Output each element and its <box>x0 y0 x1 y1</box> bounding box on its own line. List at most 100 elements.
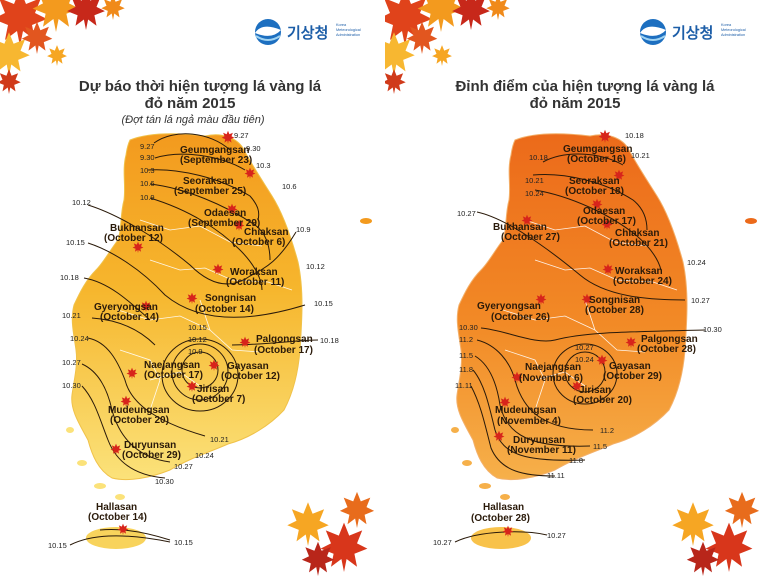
svg-text:11.8: 11.8 <box>459 365 473 374</box>
svg-text:10.18: 10.18 <box>625 131 644 140</box>
svg-text:10.15: 10.15 <box>314 299 333 308</box>
map-title: Dự báo thời hiện tượng lá vàng lá <box>79 78 322 95</box>
svg-text:(November 11): (November 11) <box>507 445 576 456</box>
svg-text:(October 24): (October 24) <box>613 276 672 287</box>
svg-text:Hallasan: Hallasan <box>96 502 137 513</box>
svg-text:Hallasan: Hallasan <box>483 502 524 513</box>
svg-text:10.24: 10.24 <box>70 334 89 343</box>
svg-text:기상청: 기상청 <box>287 24 328 42</box>
svg-text:(October 29): (October 29) <box>122 450 181 461</box>
svg-text:10.9: 10.9 <box>188 347 203 356</box>
svg-text:Palgongsan: Palgongsan <box>256 334 313 345</box>
svg-text:10.3: 10.3 <box>140 166 155 175</box>
svg-text:Bukhansan: Bukhansan <box>110 223 164 234</box>
svg-text:Odaesan: Odaesan <box>204 208 246 219</box>
svg-text:10.21: 10.21 <box>525 176 544 185</box>
svg-text:10.27: 10.27 <box>457 209 476 218</box>
svg-text:(November 4): (November 4) <box>497 416 561 427</box>
svg-text:(October 17): (October 17) <box>144 370 203 381</box>
svg-text:10.12: 10.12 <box>72 198 91 207</box>
svg-text:(September 25): (September 25) <box>174 186 246 197</box>
svg-text:10.30: 10.30 <box>459 323 478 332</box>
svg-text:10.15: 10.15 <box>174 538 193 547</box>
svg-text:(October 14): (October 14) <box>100 312 159 323</box>
svg-text:(October 14): (October 14) <box>195 304 254 315</box>
svg-text:10.27: 10.27 <box>174 462 193 471</box>
svg-text:10.12: 10.12 <box>306 262 325 271</box>
location-labels: Geumgangsan (September 23) Seoraksan (Se… <box>88 145 313 523</box>
maple-leaves-decoration-bottom <box>287 491 375 576</box>
svg-text:(September 23): (September 23) <box>180 155 252 166</box>
svg-text:Bukhansan: Bukhansan <box>493 222 547 233</box>
svg-text:(October 27): (October 27) <box>501 232 560 243</box>
svg-text:Palgongsan: Palgongsan <box>641 334 698 345</box>
svg-text:Meteorological: Meteorological <box>336 28 361 32</box>
svg-text:Gayasan: Gayasan <box>609 361 651 372</box>
isoline-labels: 9.27 9.27 9.30 9.30 10.3 10.3 10.6 10.6 … <box>48 131 339 550</box>
svg-text:(October 28): (October 28) <box>471 513 530 524</box>
svg-text:10.21: 10.21 <box>62 311 81 320</box>
svg-text:9.30: 9.30 <box>140 153 155 162</box>
svg-text:10.30: 10.30 <box>703 325 722 334</box>
svg-text:Gyeryongsan: Gyeryongsan <box>477 301 541 312</box>
svg-text:Chiaksan: Chiaksan <box>615 228 659 239</box>
svg-text:(October 14): (October 14) <box>88 512 147 523</box>
map-title: Đỉnh điểm của hiện tượng lá vàng lá <box>455 78 715 95</box>
svg-text:10.9: 10.9 <box>296 225 311 234</box>
map-title-line2: đỏ năm 2015 <box>530 95 621 112</box>
svg-text:기상청: 기상청 <box>672 24 713 42</box>
svg-text:10.18: 10.18 <box>320 336 339 345</box>
svg-text:(October 28): (October 28) <box>585 305 644 316</box>
svg-text:(October 20): (October 20) <box>110 415 169 426</box>
svg-text:10.21: 10.21 <box>210 435 229 444</box>
svg-text:9.30: 9.30 <box>246 144 261 153</box>
svg-text:(October 7): (October 7) <box>192 394 245 405</box>
svg-text:Seoraksan: Seoraksan <box>569 176 620 187</box>
svg-text:10.6: 10.6 <box>140 179 155 188</box>
svg-text:Geumgangsan: Geumgangsan <box>180 145 249 156</box>
svg-text:10.18: 10.18 <box>60 273 79 282</box>
svg-text:11.8: 11.8 <box>569 456 583 465</box>
svg-text:Duryunsan: Duryunsan <box>124 440 176 451</box>
map-subtitle: (Đợt tán lá ngả màu đầu tiên) <box>121 114 264 126</box>
svg-text:10.15: 10.15 <box>188 323 207 332</box>
svg-text:11.5: 11.5 <box>593 442 607 451</box>
svg-text:10.6: 10.6 <box>282 182 297 191</box>
svg-text:11.2: 11.2 <box>600 426 614 435</box>
kma-logo: 기상청 Korea Meteorological Administration <box>640 19 746 45</box>
svg-text:(October 12): (October 12) <box>104 233 163 244</box>
korea-map <box>66 133 372 549</box>
forecast-map-panel: 기상청 Korea Meteorological Administration … <box>0 0 375 576</box>
svg-text:(October 28): (October 28) <box>637 344 696 355</box>
svg-text:Korea: Korea <box>721 23 732 27</box>
svg-text:9.27: 9.27 <box>140 142 155 151</box>
svg-text:(October 12): (October 12) <box>221 371 280 382</box>
svg-text:Seoraksan: Seoraksan <box>183 176 234 187</box>
svg-text:Woraksan: Woraksan <box>230 267 278 278</box>
svg-text:11.2: 11.2 <box>459 335 473 344</box>
svg-text:Geumgangsan: Geumgangsan <box>563 144 632 155</box>
svg-text:10.27: 10.27 <box>62 358 81 367</box>
svg-text:Administration: Administration <box>336 33 360 37</box>
svg-text:Korea: Korea <box>336 23 347 27</box>
svg-text:Chiaksan: Chiaksan <box>244 227 288 238</box>
isoline-labels: 10.18 10.18 10.21 10.21 10.24 10.24 10.2… <box>433 131 722 547</box>
svg-text:10.27: 10.27 <box>547 531 566 540</box>
kma-logo: 기상청 Korea Meteorological Administration <box>255 19 361 45</box>
svg-text:10.24: 10.24 <box>195 451 214 460</box>
svg-text:(October 16): (October 16) <box>567 154 626 165</box>
svg-text:(October 17): (October 17) <box>254 345 313 356</box>
svg-text:Songnisan: Songnisan <box>205 293 256 304</box>
svg-text:(October 17): (October 17) <box>577 216 636 227</box>
svg-text:10.27: 10.27 <box>575 343 594 352</box>
svg-text:10.18: 10.18 <box>529 153 548 162</box>
svg-text:Jirisan: Jirisan <box>579 385 611 396</box>
svg-text:10.30: 10.30 <box>62 381 81 390</box>
svg-text:9.27: 9.27 <box>234 131 249 140</box>
svg-text:10.24: 10.24 <box>687 258 706 267</box>
svg-text:Naejangsan: Naejangsan <box>525 362 581 373</box>
svg-text:10.9: 10.9 <box>140 193 155 202</box>
svg-text:10.27: 10.27 <box>691 296 710 305</box>
svg-text:Duryunsan: Duryunsan <box>513 435 565 446</box>
svg-text:Songnisan: Songnisan <box>589 295 640 306</box>
